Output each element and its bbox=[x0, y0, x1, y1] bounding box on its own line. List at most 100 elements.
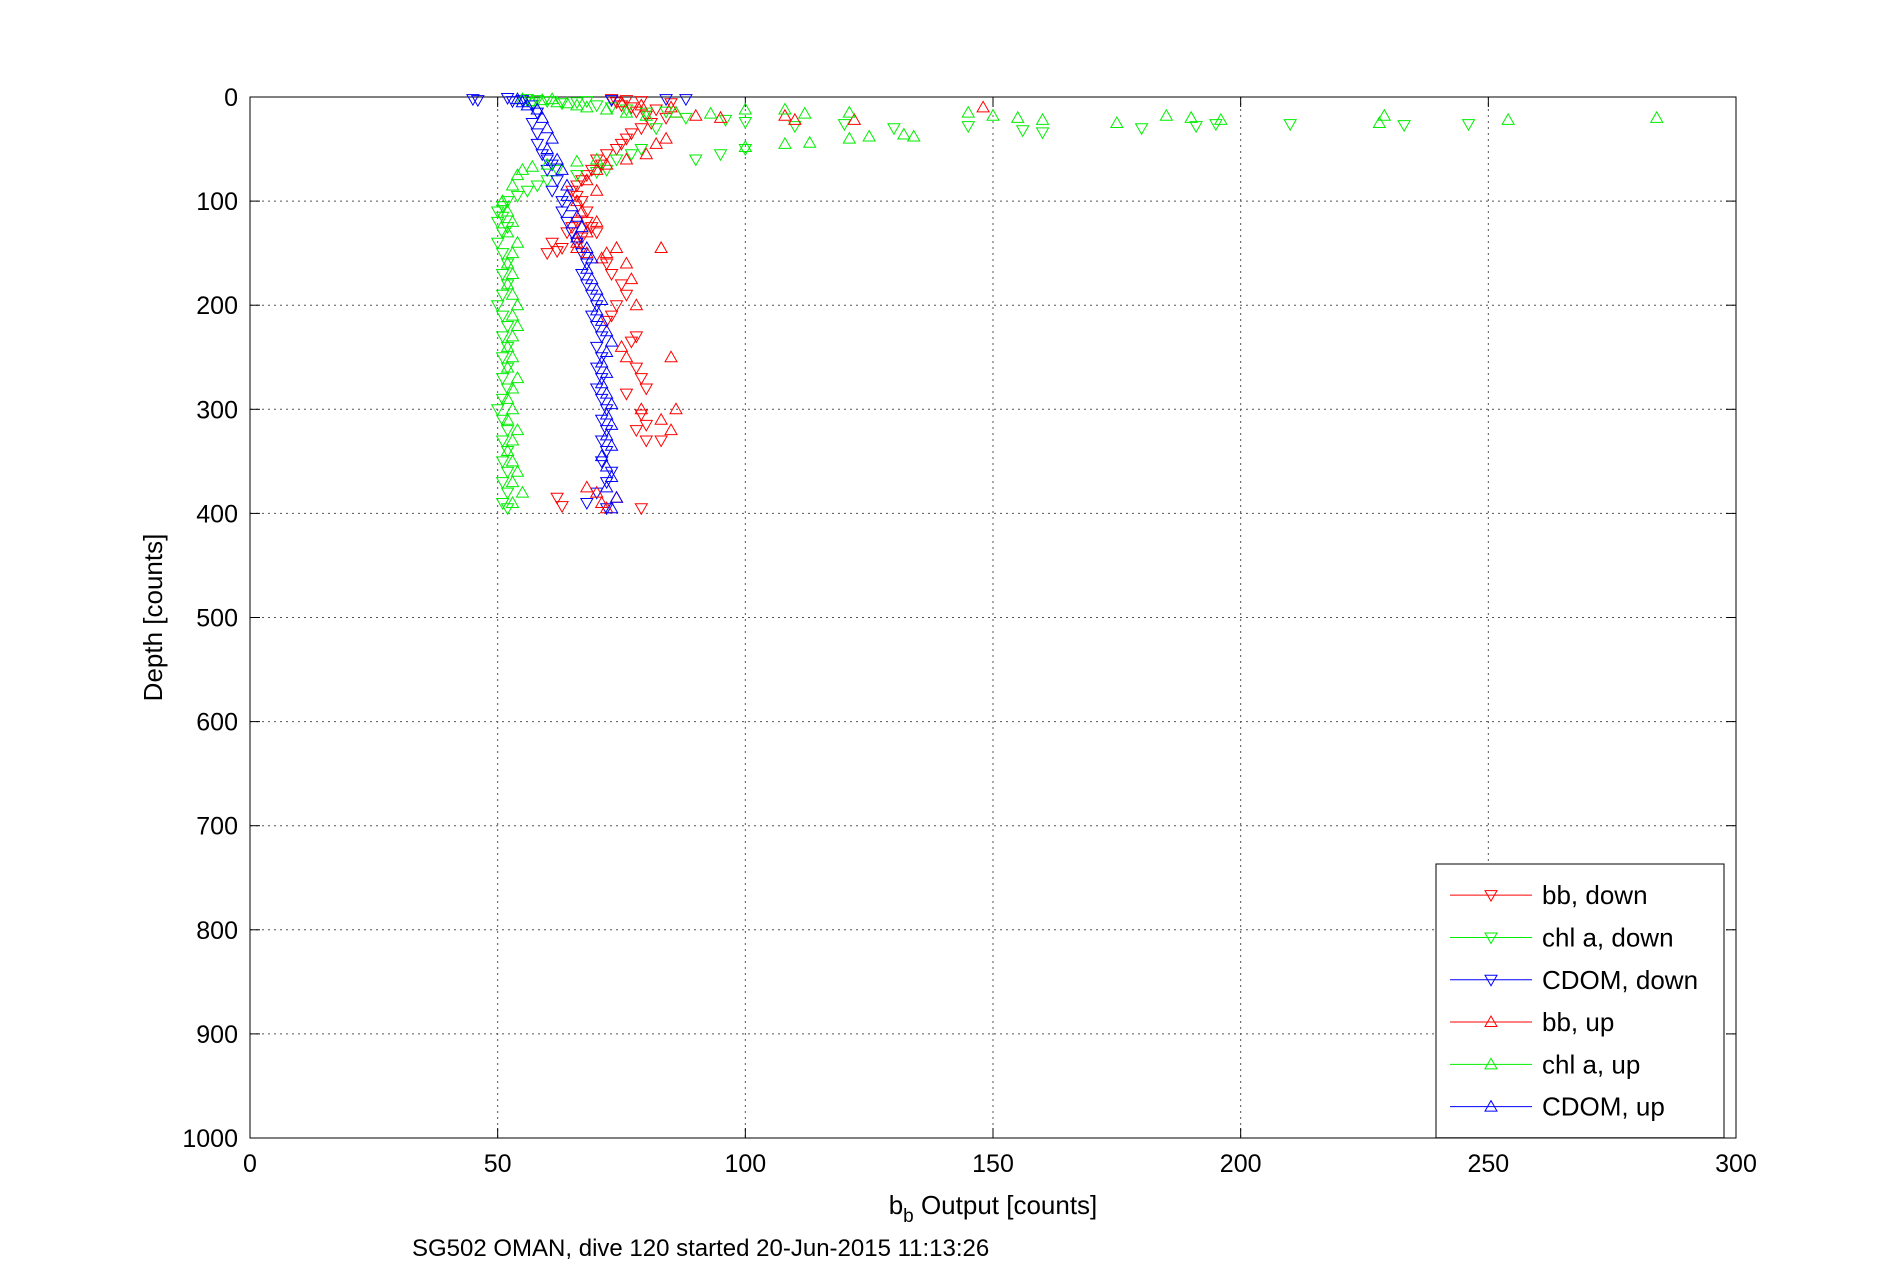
data-point bbox=[579, 279, 594, 292]
data-point bbox=[495, 373, 510, 386]
data-point bbox=[1501, 112, 1516, 125]
data-point bbox=[570, 97, 584, 110]
data-point bbox=[599, 315, 614, 328]
legend-marker bbox=[1484, 1099, 1498, 1112]
data-point bbox=[500, 93, 515, 106]
data-point bbox=[609, 154, 624, 167]
data-point bbox=[619, 350, 634, 363]
data-point bbox=[614, 95, 629, 108]
data-point bbox=[495, 268, 510, 281]
legend-label: CDOM, down bbox=[1542, 965, 1698, 995]
data-point bbox=[555, 196, 569, 209]
data-point bbox=[505, 308, 520, 321]
data-point bbox=[634, 123, 649, 136]
data-point bbox=[986, 108, 1000, 121]
data-point bbox=[500, 362, 515, 375]
data-point bbox=[466, 94, 480, 107]
data-point bbox=[579, 497, 594, 510]
data-point bbox=[550, 492, 564, 505]
data-point bbox=[495, 289, 510, 302]
data-point bbox=[570, 230, 584, 243]
data-point bbox=[555, 98, 569, 111]
data-point bbox=[634, 144, 649, 157]
data-point bbox=[510, 235, 525, 248]
data-point bbox=[679, 112, 693, 125]
data-point bbox=[599, 407, 614, 420]
data-point bbox=[599, 149, 614, 162]
data-point bbox=[664, 423, 678, 436]
data-point bbox=[604, 95, 619, 108]
data-point bbox=[599, 477, 614, 490]
y-tick-label: 300 bbox=[196, 396, 238, 424]
data-point bbox=[500, 277, 515, 290]
data-point bbox=[505, 246, 520, 259]
data-point bbox=[669, 402, 683, 415]
data-point bbox=[589, 487, 604, 500]
data-point bbox=[896, 127, 911, 140]
data-point bbox=[604, 469, 619, 482]
data-point bbox=[584, 251, 599, 264]
data-point bbox=[570, 237, 584, 250]
data-point bbox=[579, 216, 594, 229]
data-point bbox=[579, 96, 594, 109]
data-point bbox=[490, 300, 505, 313]
data-point bbox=[703, 106, 718, 119]
data-point bbox=[565, 227, 579, 240]
data-point bbox=[565, 199, 579, 212]
data-point bbox=[500, 279, 515, 292]
data-point bbox=[505, 266, 520, 279]
data-point bbox=[490, 237, 505, 250]
legend-marker bbox=[1484, 974, 1498, 987]
data-point bbox=[500, 425, 515, 438]
data-point bbox=[505, 495, 520, 508]
data-point bbox=[540, 121, 555, 134]
data-point bbox=[1649, 110, 1664, 123]
y-tick-label: 1000 bbox=[182, 1125, 238, 1153]
data-point bbox=[579, 240, 594, 253]
data-point bbox=[579, 258, 594, 271]
data-point bbox=[599, 459, 614, 472]
data-point bbox=[594, 435, 609, 448]
data-point bbox=[604, 268, 619, 281]
data-point bbox=[589, 100, 604, 113]
data-point bbox=[594, 355, 609, 368]
data-point bbox=[594, 373, 609, 386]
data-point bbox=[495, 477, 510, 490]
data-point bbox=[604, 334, 619, 347]
data-point bbox=[654, 435, 668, 448]
series-2 bbox=[466, 93, 693, 516]
data-point bbox=[520, 185, 535, 198]
x-tick-label: 100 bbox=[724, 1150, 766, 1178]
data-point bbox=[619, 289, 634, 302]
data-point bbox=[614, 279, 629, 292]
data-point bbox=[609, 300, 624, 313]
data-point bbox=[589, 341, 604, 354]
data-point bbox=[604, 438, 619, 451]
data-point bbox=[599, 102, 614, 115]
data-point bbox=[778, 102, 792, 115]
series-4 bbox=[495, 92, 1664, 508]
data-point bbox=[530, 180, 545, 193]
data-point bbox=[594, 456, 609, 469]
data-point bbox=[738, 116, 753, 129]
data-point bbox=[495, 248, 510, 261]
data-point bbox=[570, 209, 584, 222]
data-point bbox=[639, 147, 654, 160]
data-point bbox=[599, 324, 614, 337]
data-point bbox=[654, 412, 668, 425]
data-point bbox=[505, 178, 520, 191]
data-point bbox=[555, 162, 569, 175]
data-point bbox=[579, 261, 594, 274]
data-point bbox=[570, 194, 584, 207]
data-point bbox=[1189, 121, 1203, 134]
data-point bbox=[738, 102, 753, 115]
x-tick-label: 0 bbox=[243, 1150, 257, 1178]
data-point bbox=[614, 339, 629, 352]
data-point bbox=[550, 175, 564, 188]
data-point bbox=[688, 154, 703, 167]
data-point bbox=[570, 98, 584, 111]
data-point bbox=[495, 310, 510, 323]
data-point bbox=[495, 194, 510, 207]
data-point bbox=[495, 414, 510, 427]
data-point bbox=[500, 360, 515, 373]
